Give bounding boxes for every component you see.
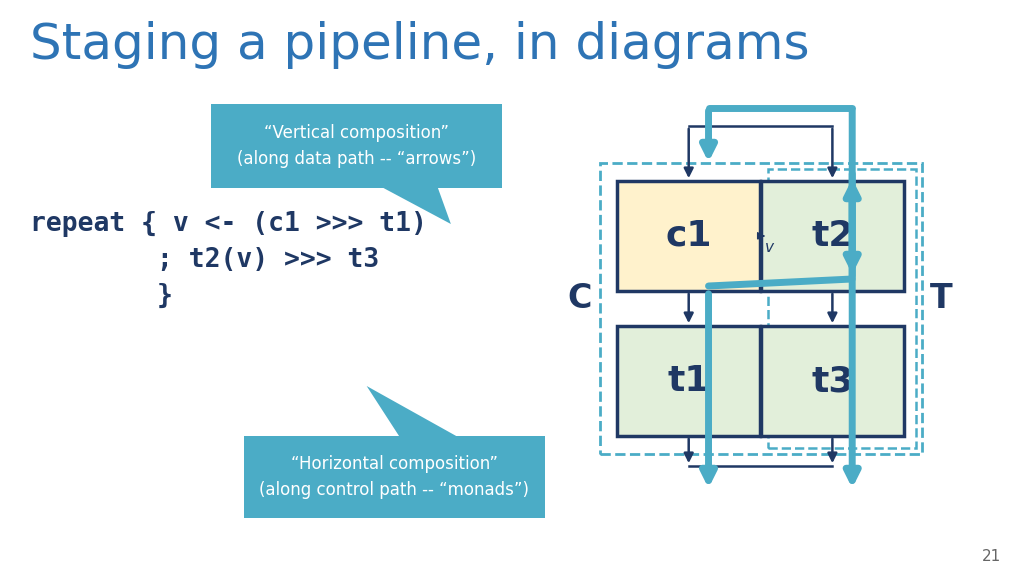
Text: c1: c1 [666, 219, 712, 253]
Text: repeat { v <- (c1 >>> t1): repeat { v <- (c1 >>> t1) [30, 211, 427, 237]
Text: t1: t1 [668, 364, 710, 398]
Polygon shape [367, 386, 460, 438]
Bar [599, 163, 922, 454]
Text: }: } [30, 283, 173, 309]
Polygon shape [380, 186, 451, 224]
Bar [761, 326, 904, 436]
Text: Staging a pipeline, in diagrams: Staging a pipeline, in diagrams [30, 21, 809, 69]
Text: C: C [567, 282, 592, 315]
Text: “Vertical composition”
(along data path -- “arrows”): “Vertical composition” (along data path … [238, 124, 476, 168]
FancyBboxPatch shape [211, 104, 503, 188]
Text: v: v [765, 241, 773, 256]
Text: “Horizontal composition”
(along control path -- “monads”): “Horizontal composition” (along control … [259, 455, 529, 499]
FancyBboxPatch shape [244, 436, 545, 518]
Text: ; t2(v) >>> t3: ; t2(v) >>> t3 [30, 247, 379, 273]
Bar [617, 181, 760, 291]
Text: T: T [930, 282, 952, 315]
Text: t2: t2 [811, 219, 854, 253]
Bar [617, 326, 760, 436]
Text: t3: t3 [811, 364, 854, 398]
Bar [761, 181, 904, 291]
Bar [768, 169, 915, 448]
Text: 21: 21 [982, 549, 1000, 564]
